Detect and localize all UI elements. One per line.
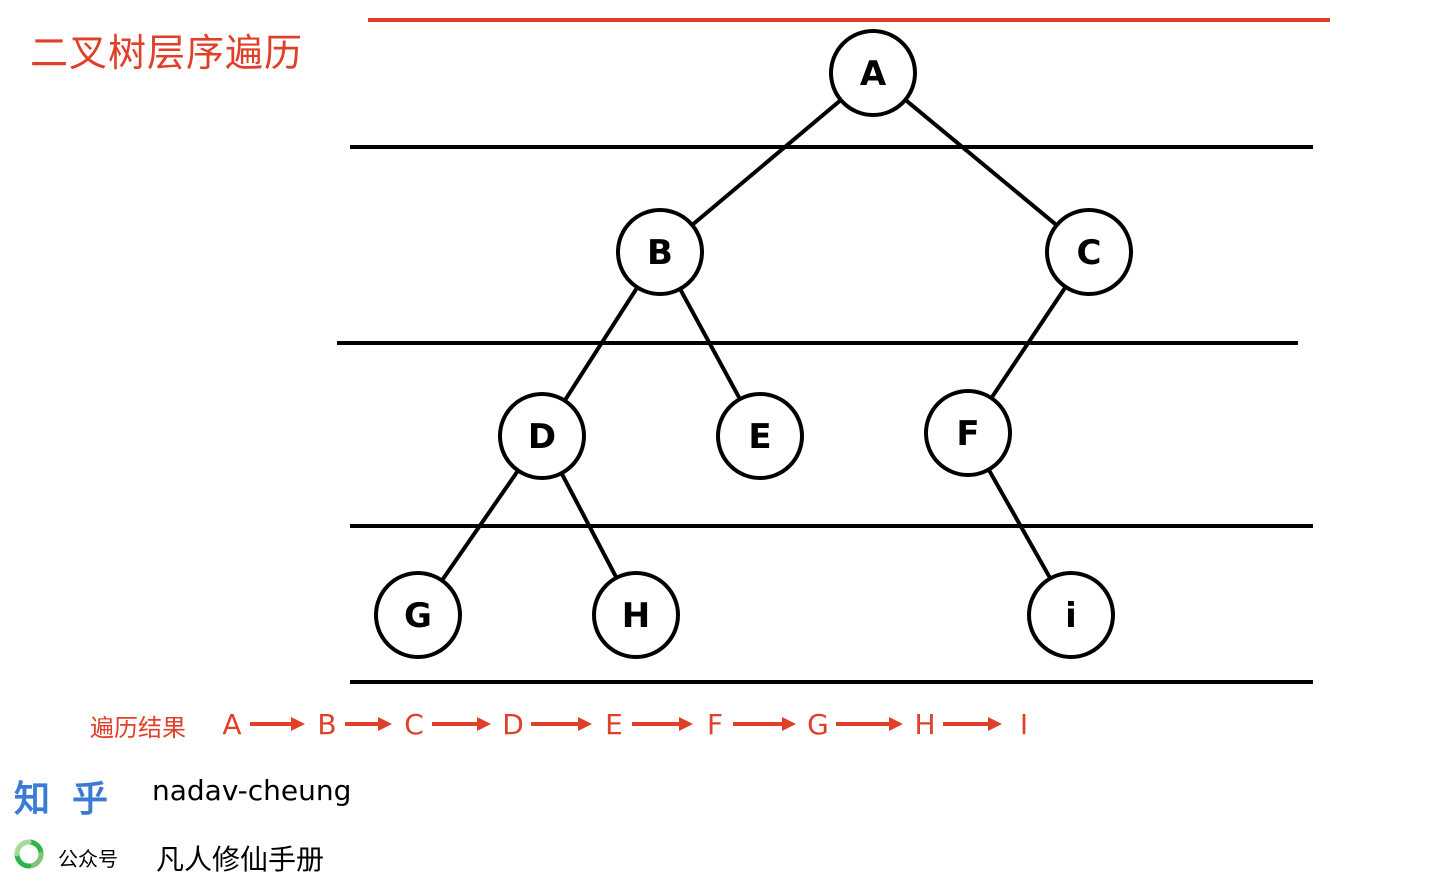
node-F: F bbox=[924, 389, 1012, 477]
edge-B-E bbox=[678, 287, 742, 401]
edge-B-D bbox=[562, 286, 640, 402]
node-C: C bbox=[1045, 208, 1133, 296]
edge-A-B bbox=[690, 98, 843, 227]
node-label: A bbox=[860, 54, 887, 94]
node-label: H bbox=[622, 596, 650, 636]
result-label: 遍历结果 bbox=[90, 714, 186, 742]
edge-C-F bbox=[989, 285, 1068, 400]
sequence-item-E: E bbox=[605, 708, 623, 741]
author-name: nadav-cheung bbox=[152, 774, 352, 807]
sequence-item-G: G bbox=[807, 708, 829, 741]
node-D: D bbox=[498, 392, 586, 480]
node-label: C bbox=[1077, 233, 1102, 273]
sequence-arrow bbox=[345, 717, 392, 731]
node-label: i bbox=[1065, 596, 1077, 636]
sequence-item-B: B bbox=[317, 708, 336, 741]
node-label: E bbox=[748, 417, 771, 457]
node-circle bbox=[374, 571, 462, 659]
node-circle bbox=[592, 571, 680, 659]
node-E: E bbox=[716, 392, 804, 480]
sequence-arrow bbox=[432, 717, 491, 731]
sequence-item-H: H bbox=[914, 708, 935, 741]
sequence-item-D: D bbox=[502, 708, 524, 741]
node-circle bbox=[924, 389, 1012, 477]
sequence-item-F: F bbox=[707, 708, 723, 741]
sequence-arrow bbox=[943, 717, 1002, 731]
edge-D-G bbox=[440, 469, 520, 582]
sequence-arrow bbox=[836, 717, 903, 731]
zhihu-logo: 知乎 bbox=[14, 779, 131, 820]
traversal-sequence: A B C D E F G H I bbox=[222, 708, 1028, 741]
sequence-arrow bbox=[250, 717, 305, 731]
edge-A-C bbox=[904, 98, 1058, 227]
tree-edges bbox=[440, 98, 1068, 582]
node-label: G bbox=[404, 596, 432, 636]
node-circle bbox=[498, 392, 586, 480]
node-I: i bbox=[1027, 571, 1115, 659]
gzh-label: 公众号 bbox=[58, 847, 118, 871]
sequence-item-A: A bbox=[222, 708, 241, 741]
sequence-arrow bbox=[733, 717, 796, 731]
node-circle bbox=[716, 392, 804, 480]
node-A: A bbox=[829, 29, 917, 117]
sequence-item-I: I bbox=[1020, 708, 1028, 741]
page-title: 二叉树层序遍历 bbox=[30, 31, 304, 75]
node-circle bbox=[616, 208, 704, 296]
node-B: B bbox=[616, 208, 704, 296]
node-circle bbox=[829, 29, 917, 117]
wechat-icon bbox=[14, 839, 44, 869]
level-lines bbox=[337, 18, 1330, 684]
node-label: F bbox=[956, 414, 979, 454]
node-label: B bbox=[647, 233, 673, 273]
node-circle bbox=[1027, 571, 1115, 659]
node-label: D bbox=[528, 417, 556, 457]
edge-F-I bbox=[986, 468, 1053, 580]
node-H: H bbox=[592, 571, 680, 659]
edge-D-H bbox=[559, 472, 619, 579]
sequence-item-C: C bbox=[404, 708, 424, 741]
gzh-name: 凡人修仙手册 bbox=[156, 843, 325, 876]
sequence-arrow bbox=[531, 717, 592, 731]
node-G: G bbox=[374, 571, 462, 659]
node-circle bbox=[1045, 208, 1133, 296]
sequence-arrow bbox=[632, 717, 693, 731]
